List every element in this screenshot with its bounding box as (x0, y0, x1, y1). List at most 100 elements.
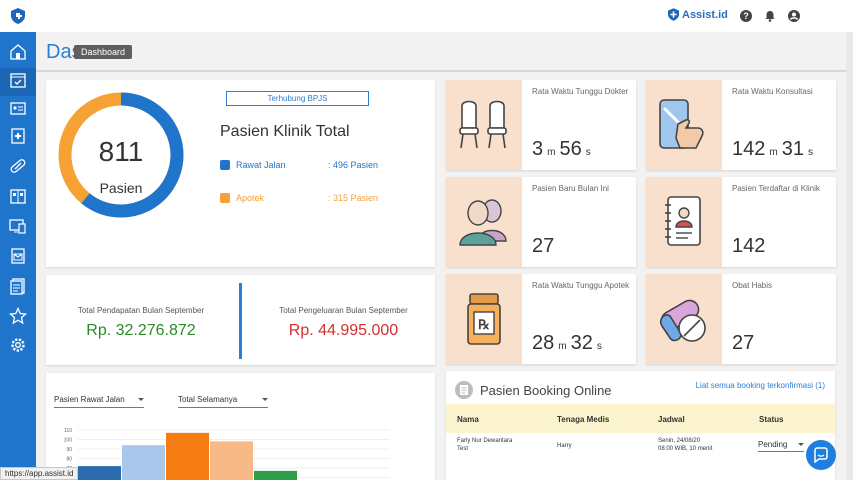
row-schedule-line2: 08:00 WIB, 10 menit (658, 446, 713, 452)
gear-icon (11, 338, 25, 352)
stat-label: Rata Waktu Tunggu Dokter (532, 87, 629, 96)
legend-value-rawat-jalan: : 496 Pasien (328, 160, 379, 170)
sidebar-active-indicator (0, 68, 36, 96)
row-name-line1: Farly Nur Dewantara (457, 438, 513, 444)
stat-seconds: 56 (559, 138, 582, 160)
patient-donut-chart (58, 92, 184, 218)
stat-icon-background (646, 80, 722, 170)
tablet-hand-icon (659, 99, 704, 149)
stat-label: Rata Waktu Tunggu Apotek (532, 281, 630, 290)
stat-icon-background (646, 274, 722, 364)
legend-swatch-rawat-jalan (220, 160, 230, 170)
sidebar-item-records[interactable] (8, 126, 28, 146)
stat-value: 28 m 32 s (532, 332, 606, 355)
sidebar-item-schedule[interactable] (8, 70, 28, 90)
stat-value: 27 (532, 235, 555, 257)
bpjs-connected-button[interactable]: Terhubung BPJS (226, 91, 369, 106)
donut-segment-rawat-jalan (58, 92, 184, 218)
monitor-doc-icon (9, 219, 26, 234)
stat-icon-background: ℞ (446, 274, 522, 364)
patient-chart-card: Pasien Rawat Jalan Total Selamanya 110 10… (46, 373, 435, 480)
top-bar: Assist.id ? (0, 0, 853, 32)
stat-icon-background (446, 177, 522, 267)
column-header-doctor: Tenaga Medis (557, 415, 610, 424)
period-dropdown[interactable]: Total Selamanya (178, 395, 268, 408)
chevron-down-icon (262, 398, 268, 401)
chat-button[interactable] (806, 440, 836, 470)
legend-value-apotek: : 315 Pasien (328, 193, 379, 203)
sidebar-item-reports[interactable] (8, 216, 28, 236)
chart-bar (210, 441, 253, 480)
row-schedule: Senin, 24/08/20 08:00 WIB, 10 menit (658, 437, 712, 453)
chart-bar (166, 432, 209, 480)
scrollbar[interactable] (846, 32, 853, 480)
patient-total-label: Pasien (99, 180, 143, 196)
stat-card-out-of-stock: Obat Habis 27 (646, 274, 836, 364)
register-book-icon (665, 196, 701, 246)
row-name-line2: Test (457, 446, 469, 452)
rx-bottle-icon: ℞ (467, 293, 501, 345)
svg-text:?: ? (743, 11, 749, 21)
sidebar-item-messages[interactable] (8, 246, 28, 266)
stat-minutes: 3 (532, 138, 544, 160)
stat-icon-background (446, 80, 522, 170)
sidebar-item-settings[interactable] (8, 335, 28, 355)
booking-title: Pasien Booking Online (480, 383, 612, 398)
column-header-schedule: Jadwal (658, 415, 685, 424)
sidebar (0, 32, 36, 480)
stat-minutes-unit: m (547, 147, 556, 158)
stat-label: Rata Waktu Konsultasi (732, 87, 813, 96)
stat-seconds-unit: s (585, 147, 591, 158)
sidebar-item-reviews[interactable] (8, 306, 28, 326)
sidebar-item-pharmacy[interactable] (8, 156, 28, 176)
sidebar-item-dashboard[interactable] (8, 42, 28, 62)
chat-bubble-icon (814, 447, 828, 463)
patient-bar-chart: 11010090807060 (64, 428, 390, 480)
row-doctor: Harry (557, 443, 572, 449)
legend-label-apotek: Apotek (236, 193, 265, 203)
brand-name: Assist.id (682, 8, 728, 21)
stat-minutes-unit: m (769, 147, 778, 158)
mail-doc-icon (11, 248, 25, 264)
income-value: Rp. 32.276.872 (86, 322, 196, 339)
sidebar-item-inventory[interactable] (8, 186, 28, 206)
status-dropdown[interactable]: Pending (758, 440, 804, 452)
stat-value: 27 (732, 332, 755, 354)
period-dropdown-value: Total Selamanya (178, 395, 238, 404)
brand-logo[interactable]: Assist.id (668, 8, 728, 21)
finance-divider (239, 283, 242, 359)
pills-icon (659, 299, 706, 342)
svg-text:℞: ℞ (478, 317, 490, 332)
invoice-icon (10, 278, 25, 295)
stat-minutes-unit: m (558, 341, 567, 352)
row-name: Farly Nur Dewantara Test (457, 437, 512, 453)
stat-value: 142 m 31 s (732, 138, 817, 161)
income-label: Total Pendapatan Bulan September (77, 306, 205, 315)
help-icon[interactable]: ? (740, 10, 752, 22)
chart-bar (78, 466, 121, 480)
stat-seconds-unit: s (807, 147, 813, 158)
expense-label: Total Pengeluaran Bulan September (279, 306, 408, 315)
dashboard-tooltip: Dashboard (74, 45, 133, 59)
status-url: https://app.assist.id (0, 467, 79, 480)
finance-card: Total Pendapatan Bulan September Rp. 32.… (46, 275, 435, 365)
brand-shield-icon (668, 8, 679, 21)
stat-minutes: 142 (732, 138, 766, 160)
sidebar-item-patients[interactable] (8, 98, 28, 118)
y-tick-label: 90 (66, 447, 72, 453)
stat-value: 142 (732, 235, 766, 257)
stat-card-wait-pharmacy: ℞ Rata Waktu Tunggu Apotek 28 m 32 s (446, 274, 636, 364)
pill-icon (10, 159, 26, 173)
account-icon[interactable] (788, 10, 800, 22)
sidebar-item-billing[interactable] (8, 276, 28, 296)
id-card-icon (10, 102, 26, 115)
view-confirmed-bookings-link[interactable]: Liat semua booking terkonfirmasi (1) (695, 381, 825, 390)
logo-shield-icon[interactable] (11, 8, 25, 24)
booking-card: Pasien Booking Online Liat semua booking… (446, 371, 835, 480)
category-dropdown-value: Pasien Rawat Jalan (54, 395, 125, 404)
patient-total-card: 811 Pasien Terhubung BPJS Pasien Klinik … (46, 80, 435, 267)
notification-bell-icon[interactable] (764, 10, 776, 22)
stat-card-new-patients: Pasien Baru Bulan Ini 27 (446, 177, 636, 267)
medical-record-icon (11, 128, 25, 144)
category-dropdown[interactable]: Pasien Rawat Jalan (54, 395, 144, 408)
